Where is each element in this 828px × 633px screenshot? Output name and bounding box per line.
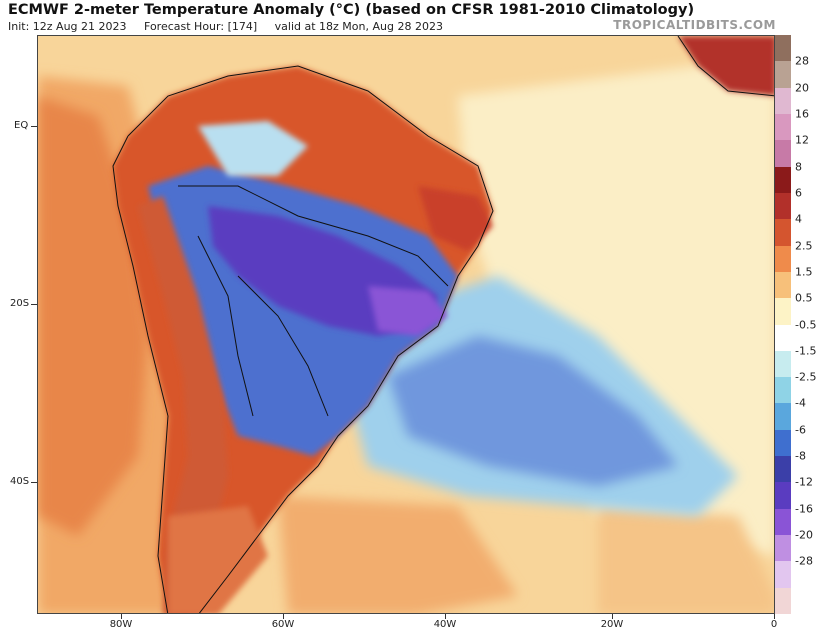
colorbar-segment [775, 456, 791, 483]
colorbar-segment [775, 561, 791, 589]
colorbar-label: 20 [795, 81, 809, 95]
colorbar-label: -28 [795, 554, 813, 568]
country-border-2 [237, 275, 329, 417]
colorbar-segment [775, 166, 791, 194]
colorbar-segment [775, 298, 791, 325]
valid-time: valid at 18z Mon, Aug 28 2023 [274, 20, 443, 33]
colorbar-segment [775, 192, 791, 220]
colorbar-label: 16 [795, 107, 809, 121]
lon-tick-60w [283, 614, 284, 619]
africa-warm-corner [678, 36, 774, 96]
colorbar-label: -1.5 [795, 344, 817, 358]
init-time: Init: 12z Aug 21 2023 [8, 20, 127, 33]
map-svg [38, 36, 774, 613]
colorbar-segment [775, 482, 791, 510]
andes-warm-ribbon [138, 196, 228, 613]
colorbar-segment [775, 219, 791, 247]
lon-tick-0 [774, 614, 775, 619]
colorbar-label: -4 [795, 396, 806, 410]
colorbar-label: 6 [795, 186, 802, 200]
extreme-cold-core [368, 286, 448, 336]
colorbar-label: 0.5 [795, 291, 813, 305]
colorbar-label: -2.5 [795, 370, 817, 384]
colorbar-label: -12 [795, 475, 813, 489]
colorbar-segment [775, 271, 791, 299]
south-atlantic-warm-patch [278, 496, 518, 613]
colorbar-label: -16 [795, 502, 813, 516]
colorbar-segment [775, 587, 791, 615]
colorbar-segment [775, 245, 791, 273]
forecast-hour: Forecast Hour: [174] [144, 20, 258, 33]
colorbar [775, 35, 791, 615]
colorbar-label: 12 [795, 133, 809, 147]
lat-tick-20s [31, 304, 37, 305]
east-coastline [127, 65, 494, 613]
lat-tick-eq [31, 126, 37, 127]
colorbar-segment [775, 61, 791, 89]
colorbar-segment [775, 508, 791, 536]
colorbar-segment [775, 403, 791, 431]
colorbar-segment [775, 35, 791, 62]
colorbar-segment [775, 140, 791, 168]
colorbar-label: 1.5 [795, 265, 813, 279]
lon-label-40w: 40W [433, 619, 457, 630]
lon-tick-80w [121, 614, 122, 619]
atlantic-neutral-region [458, 56, 774, 556]
colorbar-segment [775, 324, 791, 352]
west-coastline [112, 135, 169, 613]
colorbar-segment [775, 113, 791, 141]
colorbar-label: 8 [795, 160, 802, 174]
cool-north-patch [198, 121, 308, 176]
colorbar-segment [775, 377, 791, 404]
colorbar-label: 4 [795, 212, 802, 226]
colorbar-label: -0.5 [795, 318, 817, 331]
lat-label-20s: 20S [10, 298, 30, 309]
colorbar-label: -6 [795, 423, 806, 437]
country-border-1 [178, 185, 449, 287]
map-title: ECMWF 2-meter Temperature Anomaly (°C) (… [8, 2, 695, 18]
patagonia-warm [168, 506, 268, 613]
lon-label-20w: 20W [600, 619, 624, 630]
anomaly-map [37, 35, 775, 614]
lat-label-eq: EQ [14, 120, 29, 131]
colorbar-segment [775, 87, 791, 115]
lon-tick-40w [445, 614, 446, 619]
colorbar-segment [775, 535, 791, 562]
lon-label-60w: 60W [271, 619, 295, 630]
africa-coastline [677, 36, 774, 97]
colorbar-label: 28 [795, 54, 809, 68]
colorbar-label: 2.5 [795, 239, 813, 253]
warm-northeast-brazil [418, 186, 493, 251]
country-border-3 [197, 235, 254, 417]
colorbar-label: -8 [795, 449, 806, 463]
brand-watermark: TROPICALTIDBITS.COM [613, 18, 776, 32]
colorbar-label: -20 [795, 528, 813, 542]
lon-label-0: 0 [770, 619, 778, 630]
coastlines [112, 36, 774, 613]
atlantic-cold-plume [388, 336, 678, 486]
lat-label-40s: 40S [10, 476, 30, 487]
lon-tick-20w [612, 614, 613, 619]
map-subtitle: Init: 12z Aug 21 2023 Forecast Hour: [17… [8, 20, 443, 33]
lon-label-80w: 80W [109, 619, 133, 630]
colorbar-segment [775, 429, 791, 457]
lat-tick-40s [31, 482, 37, 483]
colorbar-segment [775, 350, 791, 378]
south-east-warm-patch [598, 506, 774, 613]
